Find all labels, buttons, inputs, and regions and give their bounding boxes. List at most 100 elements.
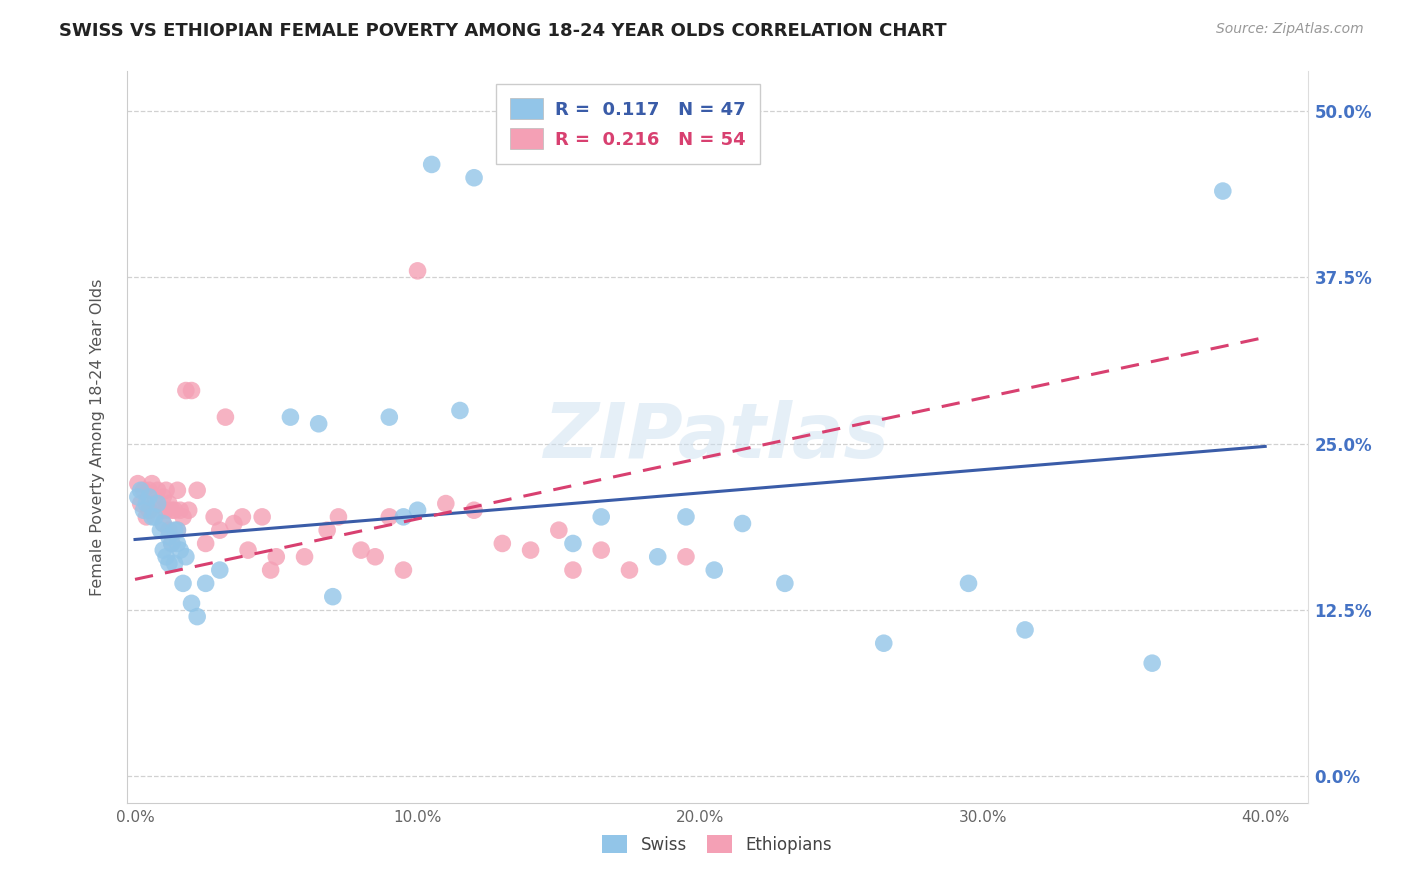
Point — [957, 576, 980, 591]
Point — [350, 543, 373, 558]
Point — [186, 483, 208, 498]
Point — [619, 563, 641, 577]
Point — [169, 543, 191, 558]
Point — [208, 523, 231, 537]
Point — [177, 503, 200, 517]
Point — [180, 384, 202, 398]
Point — [675, 509, 697, 524]
Point — [328, 509, 350, 524]
Point — [591, 509, 613, 524]
Point — [166, 536, 188, 550]
Point — [166, 483, 188, 498]
Point — [166, 523, 188, 537]
Point — [392, 509, 415, 524]
Point — [562, 536, 585, 550]
Point — [259, 563, 281, 577]
Point — [1014, 623, 1036, 637]
Point — [141, 509, 163, 524]
Point — [266, 549, 288, 564]
Point — [406, 503, 429, 517]
Point — [420, 157, 443, 171]
Point — [378, 509, 401, 524]
Point — [160, 536, 183, 550]
Point — [675, 549, 697, 564]
Point — [129, 497, 152, 511]
Point — [194, 576, 217, 591]
Point — [157, 497, 180, 511]
Point — [166, 523, 188, 537]
Point — [562, 563, 585, 577]
Point — [519, 543, 541, 558]
Text: Source: ZipAtlas.com: Source: ZipAtlas.com — [1216, 22, 1364, 37]
Point — [152, 516, 174, 531]
Point — [647, 549, 669, 564]
Point — [152, 490, 174, 504]
Point — [155, 483, 177, 498]
Point — [152, 516, 174, 531]
Point — [186, 609, 208, 624]
Point — [138, 490, 160, 504]
Point — [163, 523, 186, 537]
Point — [163, 503, 186, 517]
Point — [163, 557, 186, 571]
Point — [773, 576, 796, 591]
Y-axis label: Female Poverty Among 18-24 Year Olds: Female Poverty Among 18-24 Year Olds — [90, 278, 105, 596]
Point — [449, 403, 471, 417]
Point — [703, 563, 725, 577]
Point — [406, 264, 429, 278]
Point — [280, 410, 302, 425]
Point — [547, 523, 569, 537]
Point — [132, 483, 155, 498]
Point — [135, 497, 157, 511]
Point — [155, 549, 177, 564]
Point — [138, 483, 160, 498]
Point — [316, 523, 339, 537]
Text: SWISS VS ETHIOPIAN FEMALE POVERTY AMONG 18-24 YEAR OLDS CORRELATION CHART: SWISS VS ETHIOPIAN FEMALE POVERTY AMONG … — [59, 22, 946, 40]
Point — [152, 543, 174, 558]
Point — [463, 170, 485, 185]
Point — [155, 503, 177, 517]
Point — [214, 410, 236, 425]
Point — [141, 476, 163, 491]
Point — [146, 483, 169, 498]
Point — [146, 497, 169, 511]
Legend: Swiss, Ethiopians: Swiss, Ethiopians — [596, 829, 838, 860]
Point — [222, 516, 245, 531]
Point — [378, 410, 401, 425]
Point — [491, 536, 513, 550]
Point — [143, 497, 166, 511]
Point — [160, 503, 183, 517]
Point — [873, 636, 896, 650]
Point — [591, 543, 613, 558]
Point — [463, 503, 485, 517]
Text: ZIPatlas: ZIPatlas — [544, 401, 890, 474]
Point — [129, 483, 152, 498]
Point — [127, 476, 149, 491]
Point — [322, 590, 344, 604]
Point — [250, 509, 273, 524]
Point — [135, 509, 157, 524]
Point — [149, 523, 172, 537]
Point — [174, 549, 197, 564]
Point — [1140, 656, 1163, 670]
Point — [160, 536, 183, 550]
Point — [172, 509, 194, 524]
Point — [392, 563, 415, 577]
Point — [294, 549, 316, 564]
Point — [231, 509, 253, 524]
Point — [434, 497, 457, 511]
Point — [157, 523, 180, 537]
Point — [157, 557, 180, 571]
Point — [208, 563, 231, 577]
Point — [157, 530, 180, 544]
Point — [172, 576, 194, 591]
Point — [149, 503, 172, 517]
Point — [236, 543, 259, 558]
Point — [202, 509, 225, 524]
Point — [731, 516, 754, 531]
Point — [364, 549, 387, 564]
Point — [1212, 184, 1234, 198]
Point — [169, 503, 191, 517]
Point — [180, 596, 202, 610]
Point — [132, 503, 155, 517]
